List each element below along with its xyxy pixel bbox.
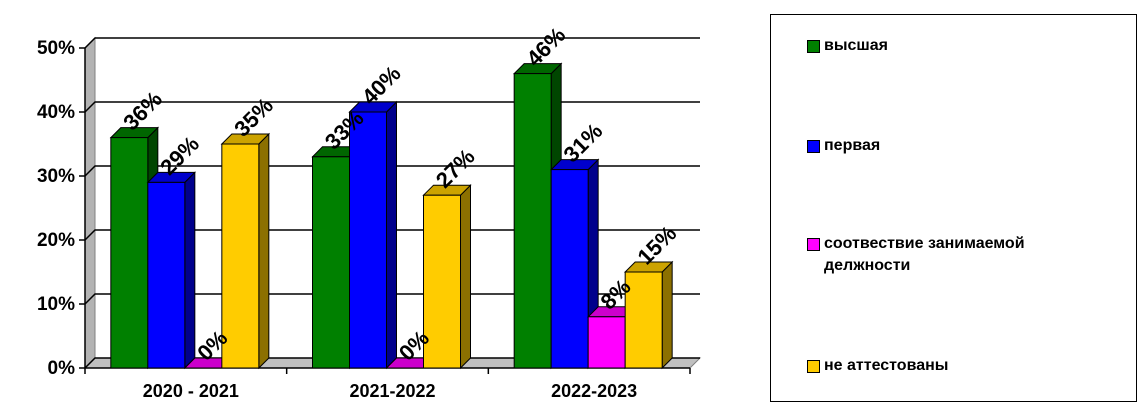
- bar-front: [423, 194, 461, 369]
- legend-label: первая: [824, 137, 881, 154]
- bar-side: [460, 183, 471, 370]
- bar: [220, 132, 271, 370]
- x-tick-label: 2020 - 2021: [143, 381, 239, 401]
- y-tick-label: 40%: [37, 102, 75, 123]
- gridline: [84, 293, 700, 305]
- legend-label: высшая: [824, 37, 888, 54]
- bar-side: [386, 100, 397, 370]
- y-tick-label: 30%: [37, 166, 75, 187]
- legend-item: соотвествие занимаемой делжности: [807, 233, 1094, 277]
- bar-front: [550, 169, 589, 369]
- bar-side: [661, 260, 673, 370]
- legend-swatch: [807, 40, 820, 53]
- y-tick-label: 50%: [37, 38, 75, 59]
- gridline: [84, 357, 700, 369]
- legend-label: не аттестованы: [824, 357, 949, 374]
- bar: [623, 260, 674, 370]
- legend-swatch: [807, 360, 820, 373]
- legend: высшая первая соотвествие занимаемой делжн…: [770, 14, 1137, 402]
- bar: [146, 171, 197, 370]
- y-tick-label: 0%: [48, 358, 76, 379]
- legend-item: высшая: [807, 35, 1124, 57]
- bar: [422, 183, 472, 370]
- bar-front: [624, 271, 663, 369]
- side-wall: [84, 36, 96, 370]
- legend-swatch: [807, 140, 820, 153]
- legend-item: не аттестованы: [807, 355, 1124, 377]
- bar-front: [110, 137, 149, 369]
- x-tick-label: 2022-2023: [551, 381, 637, 401]
- bar-front: [587, 316, 626, 369]
- gridline: [84, 229, 700, 241]
- x-tick-label: 2021-2022: [349, 381, 435, 401]
- legend-swatch: [807, 238, 820, 251]
- bar-front: [221, 143, 260, 369]
- tick-labels: 0% 10% 20% 30% 40% 50% 2020 - 2021 2021-2022 202…: [37, 38, 637, 401]
- bar: [348, 100, 398, 370]
- legend-item: первая: [807, 135, 1124, 157]
- bars: [109, 62, 674, 370]
- bar-front: [147, 181, 186, 369]
- y-tick-label: 10%: [37, 294, 75, 315]
- gridline: [84, 165, 700, 177]
- bar: [549, 158, 600, 370]
- bar-side: [258, 132, 270, 370]
- bar-chart: 0% 10% 20% 30% 40% 50% 2020 - 2021 2021-2022 202…: [37, 22, 702, 401]
- bar-front: [349, 111, 387, 369]
- bar-front: [513, 73, 552, 369]
- gridlines: [84, 37, 700, 369]
- bar-front: [312, 156, 350, 369]
- y-tick-label: 20%: [37, 230, 75, 251]
- gridline: [84, 101, 700, 113]
- legend-label: соотвествие занимаемой делжности: [824, 235, 1025, 274]
- bar-side: [184, 171, 196, 370]
- gridline: [84, 37, 700, 49]
